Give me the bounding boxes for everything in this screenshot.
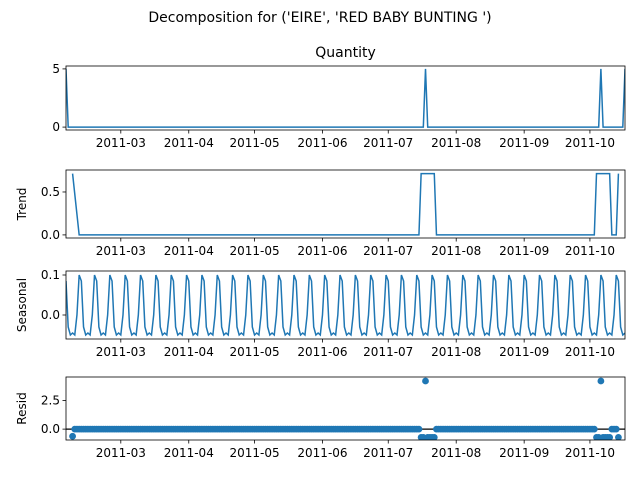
y-tick-label: 0.0 bbox=[41, 308, 60, 322]
resid-point bbox=[615, 433, 622, 440]
x-tick-label: 2011-03 bbox=[96, 446, 146, 460]
resid-point bbox=[415, 425, 423, 433]
y-tick-label: 0.5 bbox=[41, 185, 60, 199]
series-line bbox=[66, 68, 625, 128]
x-tick-label: 2011-10 bbox=[565, 446, 615, 460]
x-tick-label: 2011-06 bbox=[297, 446, 347, 460]
axes-frame bbox=[65, 65, 626, 131]
x-tick-label: 2011-08 bbox=[431, 244, 481, 258]
trend-panel: Trend 0.0 0.5 2011-03 2011-04 2011-05 2011-06 2… bbox=[15, 169, 626, 258]
x-tick-label: 2011-10 bbox=[565, 136, 615, 150]
resid-point bbox=[606, 433, 614, 440]
x-tick-label: 2011-06 bbox=[297, 244, 347, 258]
quantity-panel: Quantity 0 5 2011-03 2011-04 2011-05 2011-06 20… bbox=[52, 45, 626, 150]
x-tick-label: 2011-09 bbox=[499, 244, 549, 258]
resid-panel: Resid 0.0 2.5 2011-03 2011-04 2011-05 2011-06 2… bbox=[15, 376, 626, 460]
y-tick-label: 0 bbox=[52, 120, 60, 134]
x-tick-label: 2011-04 bbox=[164, 244, 214, 258]
resid-point bbox=[590, 425, 598, 433]
y-axis-label: Trend bbox=[15, 188, 29, 222]
series-line bbox=[71, 172, 620, 236]
y-tick-label: 0.1 bbox=[41, 268, 60, 282]
seasonal-panel: Seasonal 0.0 0.1 2011-03 2011-04 2011-05 2011-… bbox=[15, 268, 626, 359]
x-tick-label: 2011-03 bbox=[96, 136, 146, 150]
plot-area bbox=[71, 172, 620, 236]
plot-area bbox=[66, 68, 625, 128]
resid-point bbox=[430, 433, 438, 440]
x-tick-label: 2011-03 bbox=[96, 345, 146, 359]
seasonal-line bbox=[66, 274, 625, 337]
figure-suptitle: Decomposition for ('EIRE', 'RED BABY BUN… bbox=[148, 10, 491, 26]
axes-frame bbox=[65, 270, 626, 340]
y-tick-label: 2.5 bbox=[41, 393, 60, 407]
x-tick-label: 2011-07 bbox=[363, 136, 413, 150]
x-tick-label: 2011-10 bbox=[565, 244, 615, 258]
x-tick-label: 2011-05 bbox=[229, 446, 279, 460]
x-tick-label: 2011-07 bbox=[363, 345, 413, 359]
panel-title: Quantity bbox=[315, 45, 376, 61]
axes-frame bbox=[65, 169, 626, 239]
x-tick-label: 2011-05 bbox=[229, 244, 279, 258]
x-tick-label: 2011-09 bbox=[499, 345, 549, 359]
x-tick-label: 2011-06 bbox=[297, 345, 347, 359]
x-tick-label: 2011-07 bbox=[363, 446, 413, 460]
resid-point bbox=[612, 425, 620, 433]
x-tick-label: 2011-04 bbox=[164, 136, 214, 150]
y-tick-label: 5 bbox=[52, 62, 60, 76]
y-tick-label: 0.0 bbox=[41, 422, 60, 436]
x-tick-label: 2011-07 bbox=[363, 244, 413, 258]
x-tick-label: 2011-06 bbox=[297, 136, 347, 150]
x-tick-label: 2011-09 bbox=[499, 446, 549, 460]
plot-area bbox=[66, 274, 625, 337]
x-tick-label: 2011-10 bbox=[565, 345, 615, 359]
resid-point bbox=[422, 377, 429, 385]
y-axis-label: Seasonal bbox=[15, 278, 29, 332]
x-tick-label: 2011-05 bbox=[229, 136, 279, 150]
x-tick-label: 2011-08 bbox=[431, 345, 481, 359]
x-tick-label: 2011-08 bbox=[431, 446, 481, 460]
plot-area bbox=[66, 377, 625, 440]
resid-point bbox=[69, 432, 76, 440]
x-tick-label: 2011-09 bbox=[499, 136, 549, 150]
y-tick-label: 0.0 bbox=[41, 228, 60, 242]
x-tick-label: 2011-05 bbox=[229, 345, 279, 359]
resid-point bbox=[597, 377, 605, 385]
axes-frame bbox=[65, 376, 626, 441]
x-tick-label: 2011-04 bbox=[164, 446, 214, 460]
y-axis-label: Resid bbox=[15, 392, 29, 424]
x-tick-label: 2011-08 bbox=[431, 136, 481, 150]
x-tick-label: 2011-03 bbox=[96, 244, 146, 258]
x-tick-label: 2011-04 bbox=[164, 345, 214, 359]
